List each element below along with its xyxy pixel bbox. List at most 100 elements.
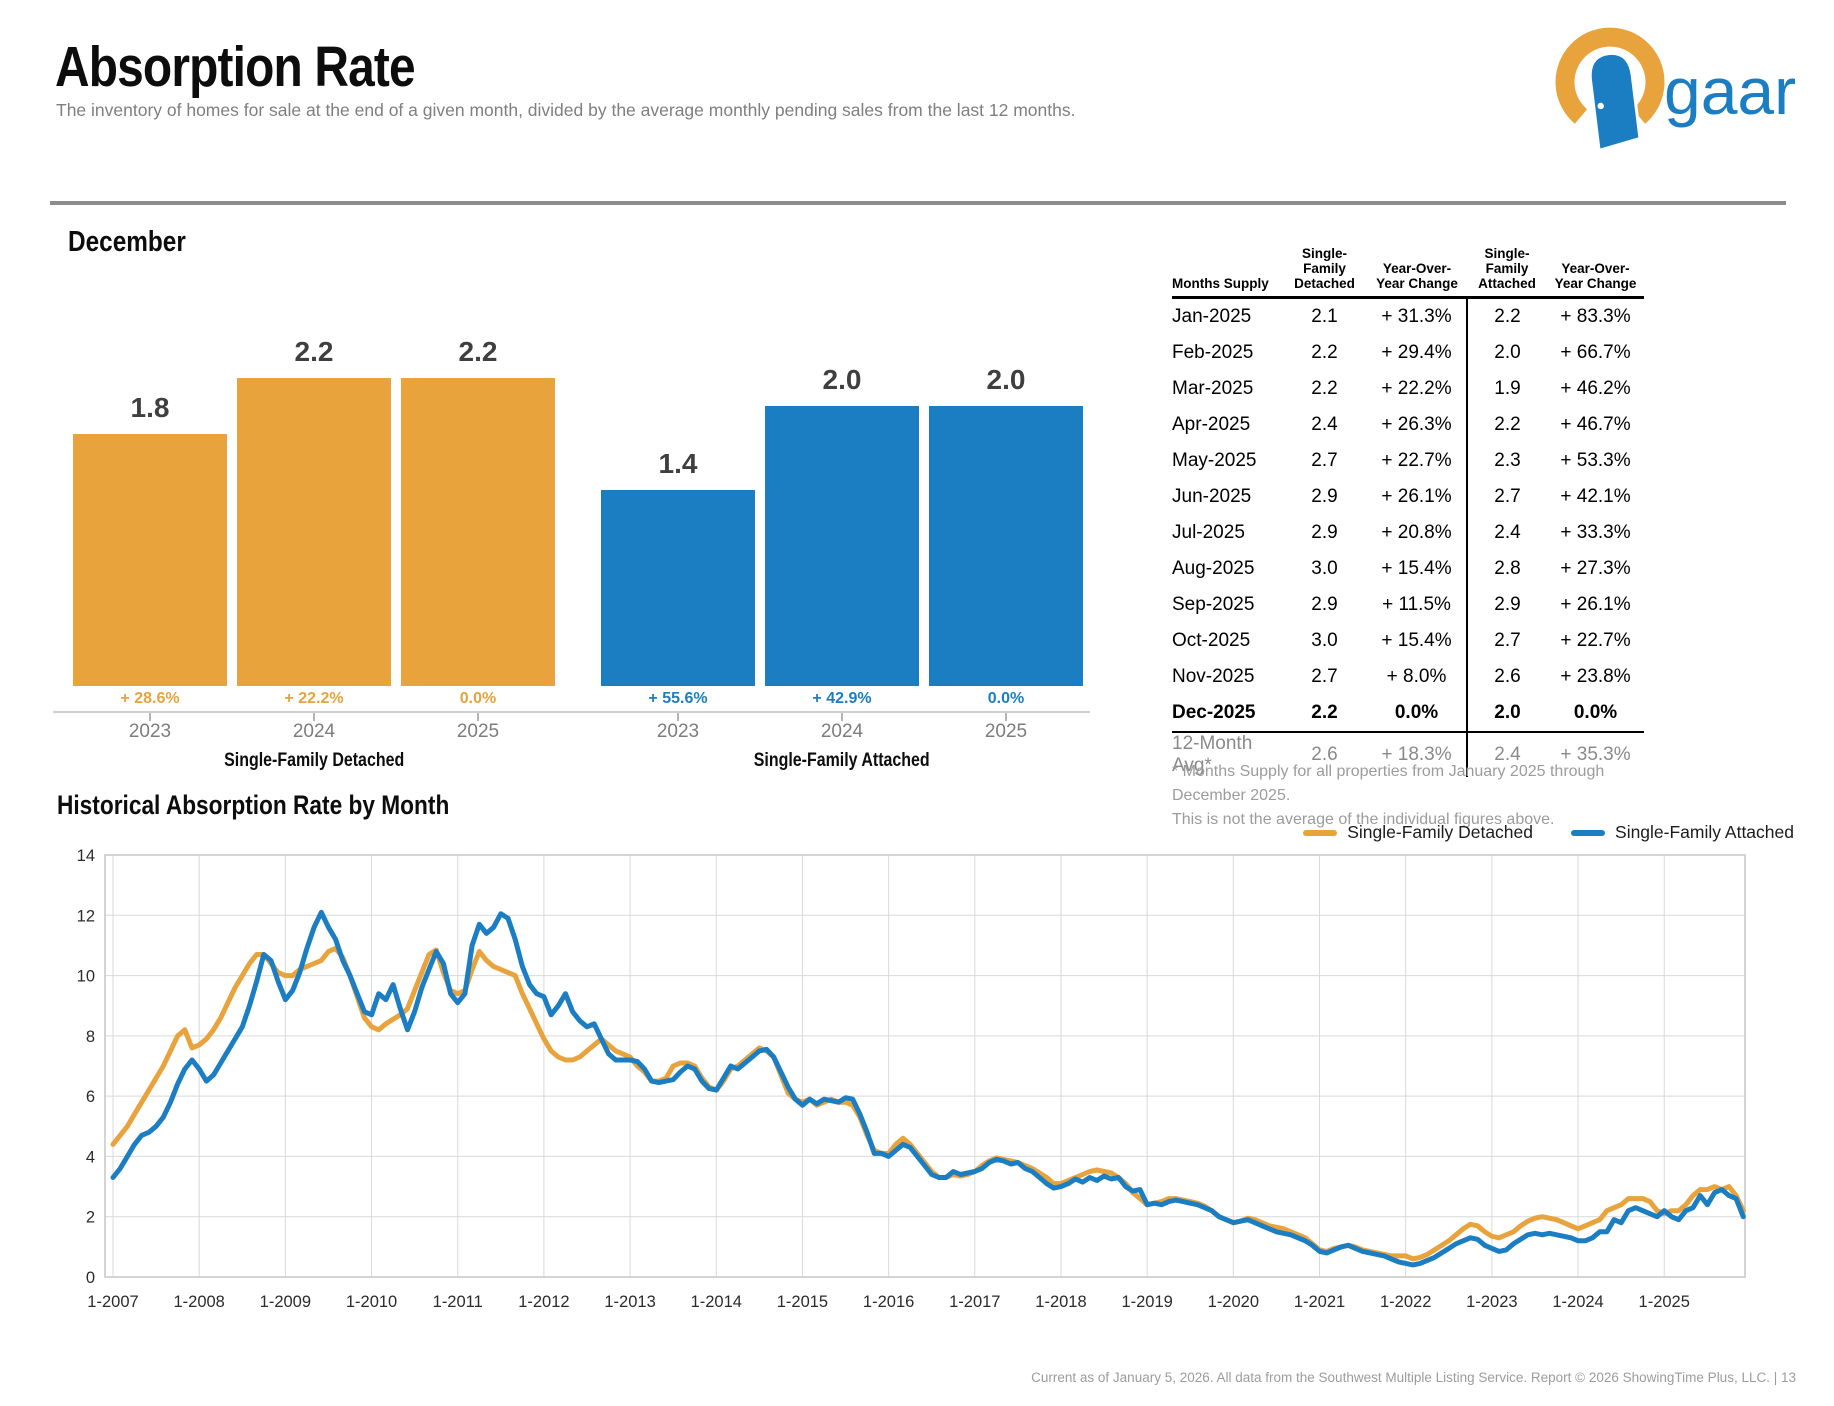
axis-tick bbox=[677, 713, 679, 721]
table-footnote-line2: This is not the average of the individua… bbox=[1172, 811, 1555, 828]
axis-tick bbox=[1005, 713, 1007, 721]
table-footnote-line1: * Months Supply for all properties from … bbox=[1172, 763, 1605, 804]
table-cell-month: Sep-2025 bbox=[1172, 594, 1255, 616]
table-row: Dec-2025 2.2 0.0% 2.0 0.0% bbox=[1172, 695, 1644, 733]
table-cell-attached_yoy: + 53.3% bbox=[1560, 450, 1631, 472]
table-cell-attached_yoy: + 23.8% bbox=[1560, 666, 1631, 688]
table-cell-attached_yoy: + 35.3% bbox=[1547, 731, 1644, 778]
table-row: Sep-2025 2.9 + 11.5% 2.9 + 26.1% bbox=[1172, 587, 1644, 624]
table-cell-detached: 3.0 bbox=[1311, 630, 1338, 652]
table-row: Jan-2025 2.1 + 31.3% 2.2 + 83.3% bbox=[1172, 297, 1644, 336]
bar-year-label: 2025 bbox=[984, 721, 1028, 742]
table-cell-attached_yoy: + 42.1% bbox=[1560, 486, 1631, 508]
table-cell-detached: 2.2 bbox=[1311, 378, 1338, 400]
table-cell-month: Mar-2025 bbox=[1172, 378, 1254, 400]
table-cell-month: Aug-2025 bbox=[1172, 558, 1255, 580]
legend-label: Single-Family Detached bbox=[1347, 822, 1534, 842]
table-header-cell: Single-Family Attached bbox=[1467, 246, 1547, 300]
bar-change-label: + 28.6% bbox=[120, 690, 180, 707]
axis-tick bbox=[313, 713, 315, 721]
x-axis-tick-label: 1-2025 bbox=[1639, 1293, 1690, 1311]
table-cell-detached: 2.4 bbox=[1311, 414, 1338, 436]
table-cell-attached_yoy: + 66.7% bbox=[1560, 342, 1631, 364]
logo-text: gaar bbox=[1664, 54, 1796, 128]
x-axis-tick-label: 1-2013 bbox=[604, 1293, 655, 1311]
table-cell-month: Feb-2025 bbox=[1172, 342, 1254, 364]
y-axis-tick-label: 12 bbox=[77, 907, 95, 925]
table-cell-month: 12-Month Avg* bbox=[1172, 731, 1282, 778]
bar-group-label-text: Single-Family Detached bbox=[223, 750, 405, 771]
table-cell-attached: 2.8 bbox=[1466, 551, 1547, 588]
table-row: Nov-2025 2.7 + 8.0% 2.6 + 23.8% bbox=[1172, 659, 1644, 696]
page-title: Absorption Rate bbox=[55, 35, 416, 99]
table-header: Months Supply Single-Family Detached Year-… bbox=[1172, 246, 1644, 300]
axis-tick bbox=[149, 713, 151, 721]
table-header-cell: Year-Over-Year Change bbox=[1547, 246, 1644, 300]
table-cell-attached: 1.9 bbox=[1466, 371, 1547, 408]
table-cell-attached_yoy: + 83.3% bbox=[1560, 306, 1631, 328]
y-axis-tick-label: 4 bbox=[86, 1148, 95, 1166]
table-cell-detached: 3.0 bbox=[1311, 558, 1338, 580]
axis-tick bbox=[477, 713, 479, 721]
y-axis-tick-label: 10 bbox=[77, 968, 95, 986]
bar bbox=[73, 434, 227, 686]
axis-tick bbox=[841, 713, 843, 721]
table-cell-attached_yoy: + 22.7% bbox=[1560, 630, 1631, 652]
historical-line-chart: 0 2 4 6 8 10 12 14 1-2007 1-2008 1-2009 1-2010 1-201… bbox=[77, 847, 1746, 1311]
table-cell-attached: 2.7 bbox=[1466, 479, 1547, 516]
bar-group-label: Single-Family Detached bbox=[73, 750, 555, 772]
table-row: 12-Month Avg* 2.6 + 18.3% 2.4 + 35.3% bbox=[1172, 731, 1644, 778]
bar-chart-heading: December bbox=[68, 226, 186, 258]
table-cell-month: Dec-2025 bbox=[1172, 702, 1256, 724]
table-cell-attached: 2.3 bbox=[1466, 443, 1547, 480]
bar-change-label: + 42.9% bbox=[812, 690, 872, 707]
table-cell-detached: 2.2 bbox=[1311, 702, 1338, 724]
table-cell-detached: 2.6 bbox=[1282, 731, 1367, 778]
table-cell-detached_yoy: + 22.2% bbox=[1381, 378, 1452, 400]
table-cell-attached: 2.9 bbox=[1466, 587, 1547, 624]
bar-group-label: Single-Family Attached bbox=[601, 750, 1083, 772]
bar-group-label-text: Single-Family Attached bbox=[754, 750, 930, 771]
table-cell-attached_yoy: + 46.7% bbox=[1560, 414, 1631, 436]
page-subtitle: The inventory of homes for sale at the e… bbox=[56, 100, 1076, 120]
plot-border bbox=[104, 854, 1746, 1278]
x-axis-tick-label: 1-2014 bbox=[691, 1293, 742, 1311]
table-cell-detached_yoy: + 11.5% bbox=[1382, 594, 1451, 616]
table-cell-attached: 2.2 bbox=[1466, 297, 1547, 336]
table-cell-attached_yoy: + 26.1% bbox=[1560, 594, 1631, 616]
bar bbox=[765, 406, 919, 686]
table-cell-attached: 2.4 bbox=[1466, 515, 1547, 552]
x-axis-tick-label: 1-2022 bbox=[1380, 1293, 1431, 1311]
table-cell-attached: 2.7 bbox=[1466, 623, 1547, 660]
x-axis-tick-label: 1-2020 bbox=[1208, 1293, 1259, 1311]
table-cell-detached_yoy: + 15.4% bbox=[1381, 558, 1452, 580]
table-footnote: * Months Supply for all properties from … bbox=[1172, 760, 1672, 832]
x-axis-tick-label: 1-2018 bbox=[1035, 1293, 1086, 1311]
bar-year-label: 2023 bbox=[656, 721, 700, 742]
line-chart-legend: Single-Family Detached Single-Family Att… bbox=[1000, 822, 1794, 843]
x-axis-tick-label: 1-2007 bbox=[87, 1293, 138, 1311]
table-cell-detached_yoy: + 26.1% bbox=[1381, 486, 1452, 508]
table-cell-detached_yoy: + 31.3% bbox=[1381, 306, 1452, 328]
x-axis-tick-label: 1-2008 bbox=[173, 1293, 224, 1311]
table-cell-detached_yoy: + 15.4% bbox=[1381, 630, 1452, 652]
x-axis-tick-label: 1-2021 bbox=[1294, 1293, 1345, 1311]
detached-legend-swatch bbox=[1303, 829, 1338, 836]
table-row: Apr-2025 2.4 + 26.3% 2.2 + 46.7% bbox=[1172, 407, 1644, 444]
bar-value-label: 2.0 bbox=[986, 364, 1026, 395]
table-cell-detached: 2.2 bbox=[1311, 342, 1338, 364]
table-cell-detached_yoy: + 20.8% bbox=[1381, 522, 1452, 544]
legend-label: Single-Family Attached bbox=[1615, 822, 1794, 842]
table-cell-month: May-2025 bbox=[1172, 450, 1257, 472]
table-cell-detached_yoy: + 18.3% bbox=[1367, 731, 1467, 778]
table-cell-attached_yoy: + 27.3% bbox=[1560, 558, 1631, 580]
table-cell-month: Jun-2025 bbox=[1172, 486, 1252, 508]
x-axis-tick-label: 1-2011 bbox=[433, 1293, 483, 1311]
table-cell-detached: 2.7 bbox=[1311, 450, 1338, 472]
table-cell-detached_yoy: + 8.0% bbox=[1386, 666, 1447, 688]
table-cell-month: Nov-2025 bbox=[1172, 666, 1255, 688]
bar-year-label: 2023 bbox=[128, 721, 172, 742]
bar-change-label: 0.0% bbox=[987, 690, 1025, 707]
y-axis-tick-label: 14 bbox=[77, 847, 95, 865]
table-cell-detached_yoy: 0.0% bbox=[1394, 702, 1439, 724]
